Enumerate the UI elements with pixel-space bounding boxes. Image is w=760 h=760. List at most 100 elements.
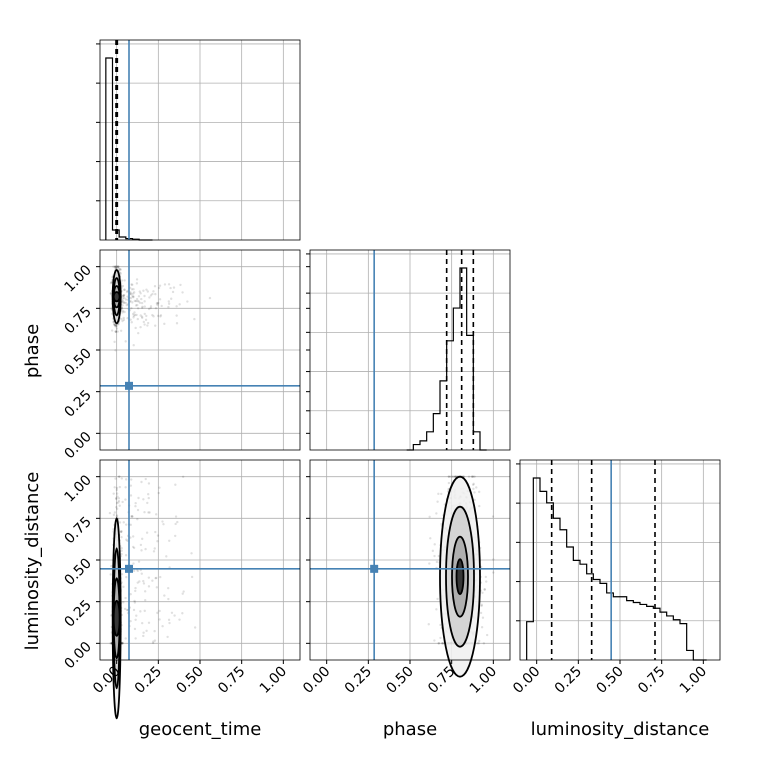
sample-point bbox=[114, 330, 118, 333]
sample-point bbox=[113, 323, 116, 327]
sample-point bbox=[483, 588, 487, 591]
sample-point bbox=[153, 629, 156, 633]
panel-frame bbox=[99, 39, 301, 241]
sample-point bbox=[114, 477, 117, 480]
sample-point bbox=[133, 313, 137, 317]
sample-point bbox=[451, 475, 454, 478]
sample-point bbox=[117, 499, 121, 503]
sample-point bbox=[427, 623, 430, 626]
sample-point bbox=[116, 265, 119, 268]
sample-point bbox=[109, 292, 113, 295]
sample-point bbox=[114, 265, 117, 268]
sample-point bbox=[154, 292, 157, 296]
sample-point bbox=[120, 642, 124, 645]
sample-point bbox=[122, 293, 126, 297]
sample-point bbox=[129, 318, 132, 321]
sample-point bbox=[130, 283, 133, 286]
sample-point bbox=[131, 283, 134, 286]
sample-point bbox=[170, 297, 173, 300]
sample-point bbox=[440, 492, 443, 496]
sample-point bbox=[122, 601, 125, 604]
sample-point bbox=[108, 511, 112, 515]
sample-point bbox=[147, 511, 150, 514]
sample-point bbox=[433, 639, 436, 642]
sample-point bbox=[433, 543, 436, 546]
sample-point bbox=[167, 597, 170, 601]
sample-point bbox=[479, 611, 483, 615]
sample-point bbox=[152, 550, 156, 553]
density-contour bbox=[112, 599, 121, 637]
sample-point bbox=[115, 492, 119, 495]
sample-point bbox=[120, 301, 124, 304]
sample-point bbox=[156, 540, 159, 543]
sample-point bbox=[140, 480, 143, 484]
sample-point bbox=[114, 349, 117, 352]
sample-point bbox=[137, 331, 140, 335]
sample-point bbox=[136, 317, 139, 321]
sample-point bbox=[169, 286, 172, 290]
sample-point bbox=[478, 639, 481, 643]
sample-point bbox=[129, 523, 132, 527]
sample-point bbox=[143, 590, 147, 593]
sample-point bbox=[130, 306, 133, 310]
sample-point bbox=[152, 290, 155, 293]
sample-point bbox=[141, 306, 144, 310]
sample-point bbox=[431, 549, 435, 553]
sample-point bbox=[139, 610, 142, 613]
sample-point bbox=[157, 491, 160, 495]
sample-point bbox=[124, 554, 128, 557]
sample-point bbox=[114, 330, 118, 333]
sample-point bbox=[483, 588, 486, 591]
sample-point bbox=[151, 313, 154, 317]
sample-point bbox=[131, 301, 134, 304]
sample-point bbox=[165, 555, 168, 558]
sample-point bbox=[121, 642, 124, 645]
panel-2d-phase-vs-luminosity-distance bbox=[309, 459, 511, 678]
sample-point bbox=[156, 314, 160, 318]
sample-point bbox=[125, 290, 129, 294]
sample-point bbox=[132, 288, 135, 291]
sample-point bbox=[485, 580, 488, 583]
sample-point bbox=[125, 303, 129, 307]
sample-point bbox=[124, 340, 127, 343]
sample-point bbox=[167, 283, 171, 286]
sample-point bbox=[141, 305, 144, 308]
sample-point bbox=[140, 621, 144, 625]
sample-point bbox=[146, 501, 149, 505]
x-tick-label: 1.00 bbox=[257, 664, 290, 697]
sample-point bbox=[117, 266, 120, 270]
sample-point bbox=[118, 267, 122, 271]
sample-point bbox=[137, 560, 141, 563]
sample-point bbox=[144, 318, 148, 322]
sample-point bbox=[135, 282, 139, 285]
sample-point bbox=[115, 506, 118, 509]
sample-point bbox=[115, 507, 119, 511]
sample-point bbox=[117, 501, 120, 504]
y-tick-label: 0.00 bbox=[61, 429, 94, 462]
sample-point bbox=[467, 475, 471, 478]
sample-point bbox=[133, 627, 137, 631]
sample-point bbox=[139, 325, 142, 329]
truth-marker bbox=[125, 381, 133, 390]
x-tick-label: 1.00 bbox=[677, 664, 710, 697]
panel-hist-phase bbox=[306, 249, 511, 451]
x-tick-label: 0.25 bbox=[132, 664, 165, 697]
sample-point bbox=[118, 485, 122, 489]
sample-point bbox=[121, 311, 124, 314]
sample-point bbox=[113, 486, 116, 489]
sample-point bbox=[193, 317, 196, 321]
sample-point bbox=[117, 265, 120, 268]
sample-point bbox=[441, 642, 444, 645]
sample-point bbox=[442, 642, 445, 645]
sample-point bbox=[123, 288, 126, 292]
sample-point bbox=[120, 642, 124, 645]
sample-point bbox=[441, 642, 444, 645]
sample-point bbox=[137, 295, 141, 298]
sample-point bbox=[435, 560, 439, 564]
sample-point bbox=[129, 296, 133, 300]
x-tick-label: 0.25 bbox=[552, 664, 585, 697]
sample-point bbox=[117, 475, 121, 478]
sample-point bbox=[161, 625, 164, 628]
truth-marker bbox=[125, 564, 133, 573]
sample-point bbox=[161, 520, 164, 523]
